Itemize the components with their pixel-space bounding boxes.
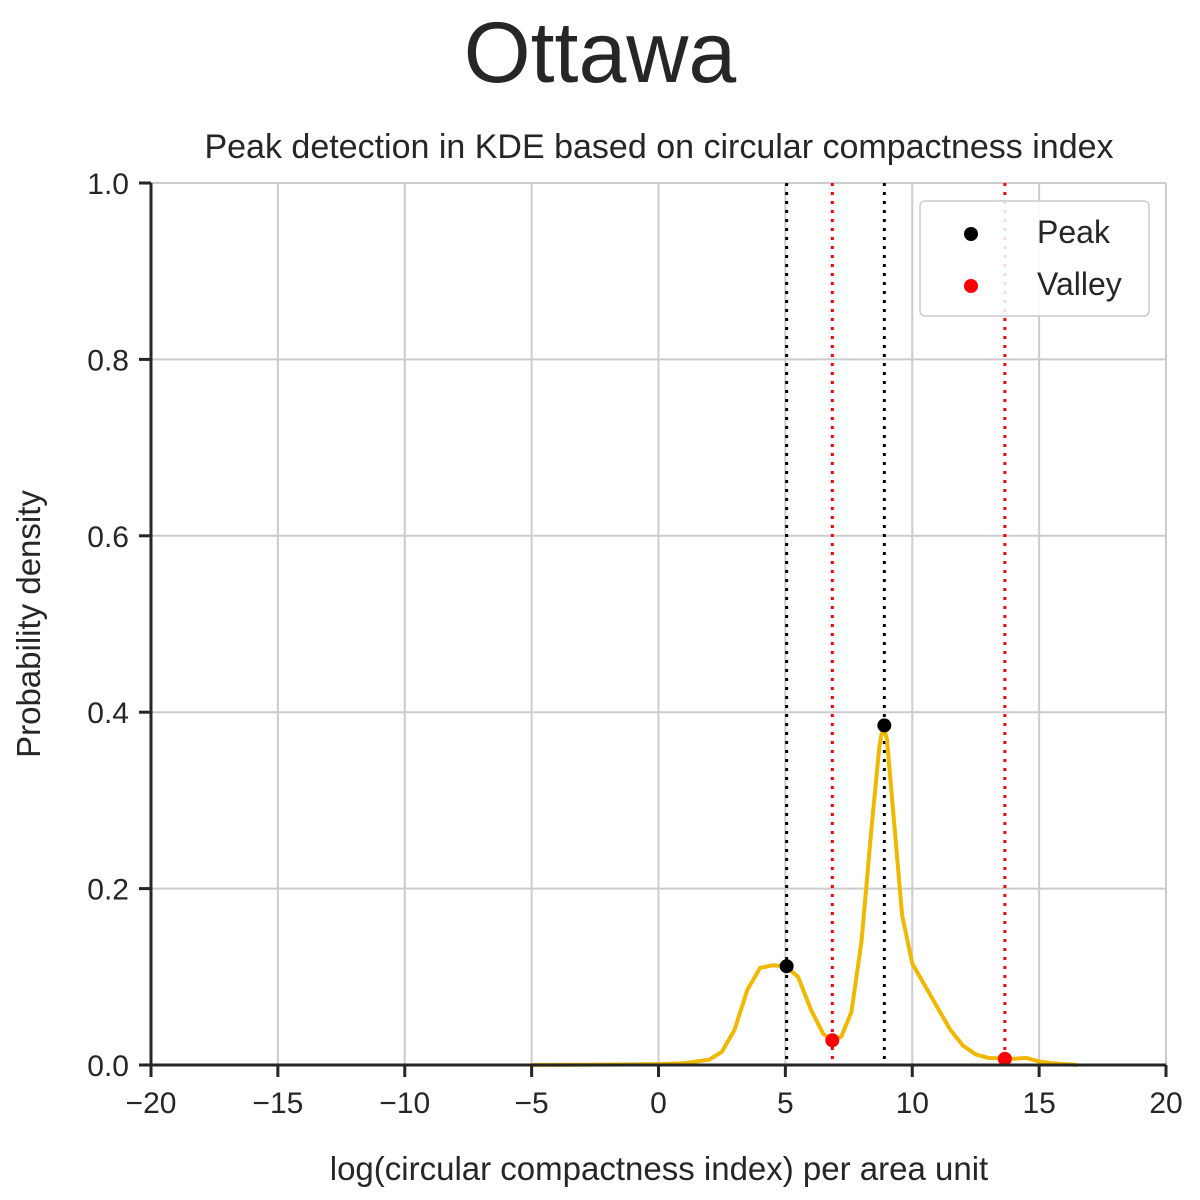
y-tick-label-3: 0.6 [87, 521, 129, 554]
marker-group [779, 718, 1012, 1066]
reference-lines [785, 183, 1007, 1065]
x-tick-label-0: −20 [126, 1087, 177, 1120]
kde-curve-group [531, 723, 1078, 1067]
x-tick-label-5: 5 [777, 1087, 794, 1120]
x-axis-label: log(circular compactness index) per area… [330, 1150, 988, 1187]
y-ticks: 0.0 0.2 0.4 0.6 0.8 1.0 [87, 168, 151, 1083]
peak-marker-0 [779, 959, 794, 974]
x-tick-label-8: 20 [1149, 1087, 1182, 1120]
chart-title: Peak detection in KDE based on circular … [204, 128, 1113, 166]
y-tick-label-0: 0.0 [87, 1050, 129, 1083]
y-axis-label: Probability density [10, 490, 47, 758]
figure-suptitle: Ottawa [464, 5, 737, 101]
x-ticks: −20 −15 −10 −5 0 5 10 15 20 [126, 1065, 1183, 1120]
kde-curve-line [531, 723, 1078, 1067]
legend: Peak Valley [919, 200, 1150, 317]
x-tick-label-6: 10 [896, 1087, 929, 1120]
valley-marker-0 [825, 1033, 840, 1048]
legend-peak-label: Peak [1037, 214, 1111, 250]
x-tick-label-3: −5 [515, 1087, 549, 1120]
x-tick-label-7: 15 [1022, 1087, 1055, 1120]
legend-valley-marker [964, 279, 978, 293]
y-tick-label-5: 1.0 [87, 168, 129, 201]
valley-marker-1 [997, 1051, 1012, 1066]
peak-marker-1 [877, 718, 892, 733]
y-tick-label-2: 0.4 [87, 697, 129, 730]
y-tick-label-4: 0.8 [87, 344, 129, 377]
x-tick-label-1: −15 [252, 1087, 303, 1120]
x-tick-label-2: −10 [379, 1087, 430, 1120]
y-tick-label-1: 0.2 [87, 874, 129, 907]
legend-valley-label: Valley [1037, 266, 1122, 302]
legend-peak-marker [964, 227, 978, 241]
x-tick-label-4: 0 [650, 1087, 667, 1120]
